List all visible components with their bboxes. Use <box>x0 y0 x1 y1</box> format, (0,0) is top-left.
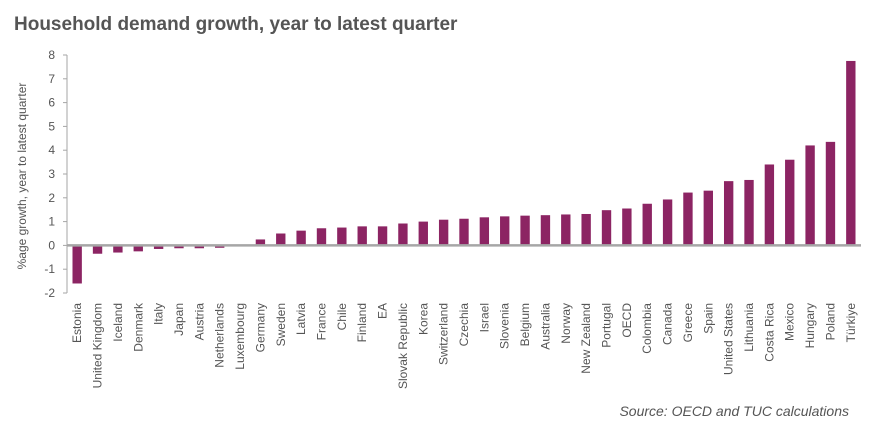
bar-united-kingdom <box>92 245 103 254</box>
bars <box>72 60 856 284</box>
x-tick-label: Spain <box>701 303 715 334</box>
bar-italy <box>153 245 164 249</box>
bar-greece <box>683 192 693 246</box>
y-tick-label: 2 <box>48 191 55 205</box>
bar-czechia <box>459 218 469 246</box>
source-note: Source: OECD and TUC calculations <box>619 403 849 419</box>
bar-portugal <box>601 210 612 246</box>
bar-poland <box>825 141 836 246</box>
x-axis-labels: Estonia United Kingdom Iceland Denmark Italy… <box>70 302 858 389</box>
y-tick-label: 5 <box>48 119 55 133</box>
x-tick-label: Mexico <box>783 303 797 341</box>
x-tick-label: Finland <box>355 303 369 342</box>
x-tick-label: Iceland <box>111 303 125 342</box>
bar-spain <box>703 190 713 246</box>
x-tick-label: United States <box>722 303 736 375</box>
y-tick-label: 4 <box>48 143 55 157</box>
x-tick-label: Netherlands <box>213 303 227 368</box>
x-tick-label: Türkiye <box>844 303 858 343</box>
x-tick-label: Japan <box>172 303 186 336</box>
y-tick-label: 8 <box>48 48 55 62</box>
x-tick-label: Canada <box>661 303 675 345</box>
x-tick-label: Germany <box>253 303 267 352</box>
x-tick-label: United Kingdom <box>91 303 105 388</box>
bar-oecd <box>622 208 632 246</box>
bar-switzerland <box>438 219 449 246</box>
x-tick-label: Greece <box>681 303 695 343</box>
bar-denmark <box>133 245 143 252</box>
bar-iceland <box>113 245 123 253</box>
bar-sweden <box>276 233 286 246</box>
x-tick-label: Colombia <box>640 303 654 354</box>
bar-t-rkiye <box>846 60 856 246</box>
x-tick-label: Czechia <box>457 303 471 347</box>
bar-chile <box>337 227 347 246</box>
bar-france <box>316 228 327 246</box>
x-tick-label: Norway <box>559 303 573 344</box>
bar-japan <box>174 245 184 249</box>
x-tick-label: Switzerland <box>437 303 451 365</box>
y-tick-label: 3 <box>48 167 55 181</box>
x-tick-label: Latvia <box>294 303 308 335</box>
x-tick-label: Lithuania <box>742 303 756 352</box>
x-tick-label: Israel <box>477 303 491 332</box>
x-tick-label: France <box>314 303 328 341</box>
bar-germany <box>255 239 266 246</box>
y-tick-label: 7 <box>48 72 55 86</box>
y-axis-ticks: -2 -1 0 1 2 3 4 5 6 7 8 <box>44 48 67 300</box>
bar-ea <box>377 226 388 246</box>
x-tick-label: Italy <box>152 303 166 325</box>
y-tick-label: 0 <box>48 238 55 252</box>
x-tick-label: OECD <box>620 303 634 338</box>
x-tick-label: Australia <box>538 303 552 350</box>
x-tick-label: New Zealand <box>579 303 593 374</box>
bar-austria <box>194 245 205 249</box>
bar-slovak-republic <box>398 223 408 246</box>
y-axis-title: %age growth, year to latest quarter <box>15 83 29 270</box>
bar-israel <box>479 217 490 246</box>
bar-finland <box>357 226 367 246</box>
x-tick-label: EA <box>376 303 390 319</box>
bar-australia <box>540 215 551 246</box>
x-tick-label: Hungary <box>803 303 817 348</box>
y-axis-title-group: %age growth, year to latest quarter <box>15 83 29 270</box>
x-tick-label: Costa Rica <box>762 303 776 362</box>
y-tick-label: 1 <box>48 215 55 229</box>
bar-hungary <box>805 145 815 246</box>
bar-united-states <box>723 181 734 246</box>
bar-korea <box>418 221 428 246</box>
bar-colombia <box>642 203 652 246</box>
bar-slovenia <box>500 216 510 246</box>
bar-costa-rica <box>764 164 775 246</box>
x-tick-label: Denmark <box>131 302 145 352</box>
bar-mexico <box>785 159 795 246</box>
x-tick-label: Sweden <box>274 303 288 346</box>
bar-norway <box>561 214 571 246</box>
bar-lithuania <box>744 179 754 246</box>
y-tick-label: -2 <box>44 286 55 300</box>
x-tick-label: Belgium <box>518 303 532 346</box>
chart-title: Household demand growth, year to latest … <box>14 14 458 35</box>
x-tick-label: Slovak Republic <box>396 303 410 389</box>
y-tick-label: 6 <box>48 96 55 110</box>
x-tick-label: Chile <box>335 303 349 331</box>
x-tick-label: Poland <box>823 303 837 340</box>
x-tick-label: Estonia <box>70 303 84 343</box>
x-tick-label: Portugal <box>600 303 614 348</box>
bar-belgium <box>520 215 530 246</box>
bar-new-zealand <box>581 213 591 246</box>
y-tick-label: -1 <box>44 262 55 276</box>
x-tick-label: Korea <box>416 303 430 335</box>
bar-latvia <box>296 230 306 246</box>
x-tick-label: Slovenia <box>498 303 512 349</box>
bar-canada <box>662 199 673 246</box>
bar-estonia <box>72 245 82 284</box>
x-tick-label: Austria <box>192 303 206 341</box>
x-tick-label: Luxembourg <box>233 303 247 370</box>
